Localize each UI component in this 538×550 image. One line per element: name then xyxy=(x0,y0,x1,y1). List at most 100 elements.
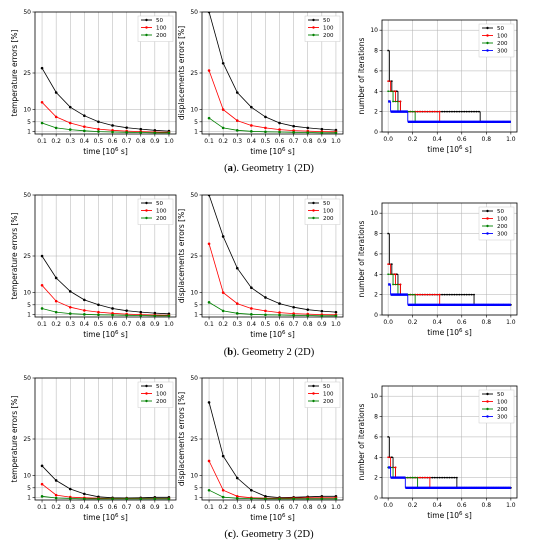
series-line-200 xyxy=(41,122,169,134)
y-tick-label: 5 xyxy=(27,119,31,126)
legend-label-100: 100 xyxy=(323,392,334,398)
x-tick-label: 0.8 xyxy=(303,138,313,145)
y-tick-label: 25 xyxy=(23,70,31,77)
data-point xyxy=(392,100,394,103)
data-point xyxy=(54,310,58,314)
data-point xyxy=(463,293,466,296)
data-point xyxy=(448,293,451,296)
x-tick-label: 0.2 xyxy=(408,502,418,509)
legend-marker xyxy=(486,217,489,220)
x-tick-label: 0.9 xyxy=(317,504,327,511)
x-tick-label: 0.6 xyxy=(108,138,118,145)
x-tick-label: 0.4 xyxy=(80,504,90,511)
legend-marker xyxy=(486,407,489,411)
y-tick-label: 0 xyxy=(374,312,378,319)
x-tick-label: 1.0 xyxy=(506,136,516,143)
data-point xyxy=(392,283,394,286)
x-tick-label: 0.1 xyxy=(37,138,47,145)
legend-label-100: 100 xyxy=(323,209,334,215)
data-point xyxy=(411,476,414,479)
data-point xyxy=(40,464,44,468)
data-point xyxy=(139,131,143,134)
data-point xyxy=(470,110,473,113)
data-point xyxy=(167,314,171,317)
legend-label-200: 200 xyxy=(156,33,167,39)
y-tick-label: 10 xyxy=(23,290,31,297)
x-tick-label: 0.3 xyxy=(232,504,242,511)
data-point xyxy=(97,120,100,124)
legend-label-50: 50 xyxy=(323,201,330,207)
y-tick-label: 10 xyxy=(190,473,198,480)
chart-b-iter: 0.0 0.2 0.4 0.6 0.8 1.0 0 2 4 6 8 10 time [106 s] num… xyxy=(357,202,518,337)
data-point xyxy=(278,313,281,317)
y-tick-label: 5 xyxy=(194,119,198,126)
data-point xyxy=(468,110,471,113)
data-point xyxy=(207,401,211,404)
y-tick-label: 0 xyxy=(374,495,378,502)
legend-label-100: 100 xyxy=(156,392,167,398)
data-point xyxy=(221,126,225,130)
x-tick-label: 0.4 xyxy=(432,136,442,143)
data-point xyxy=(320,497,324,500)
y-tick-label: 25 xyxy=(23,253,31,260)
series-line-100 xyxy=(208,460,336,499)
data-point xyxy=(387,456,390,459)
data-point xyxy=(443,293,446,296)
data-point xyxy=(278,121,281,125)
x-tick-label: 0.5 xyxy=(94,138,104,145)
data-point xyxy=(68,128,72,131)
data-point xyxy=(306,308,310,311)
data-point xyxy=(250,124,253,127)
data-point xyxy=(235,496,239,500)
data-point xyxy=(320,127,324,131)
data-point xyxy=(125,126,128,129)
data-point xyxy=(235,476,239,480)
legend-label-200: 200 xyxy=(323,399,334,405)
x-tick-label: 0.3 xyxy=(232,138,242,145)
chart-c-disp: 0.1 0.2 0.3 0.4 0.5 0.6 0.7 0.8 0.9 1.0 1 5 10 25 50 ti… xyxy=(177,375,344,522)
plot-frame xyxy=(381,19,518,133)
y-axis-label: number of iterations xyxy=(357,403,366,480)
x-tick-label: 1.0 xyxy=(331,138,341,145)
data-area xyxy=(40,464,171,500)
y-tick-label: 4 xyxy=(374,88,378,95)
x-tick-label: 0.6 xyxy=(108,321,118,328)
data-point xyxy=(235,91,239,94)
caption-text: . Geometry 3 (2D) xyxy=(236,529,314,540)
x-tick-label: 0.5 xyxy=(94,321,104,328)
data-point xyxy=(40,121,44,125)
y-tick-label: 10 xyxy=(23,107,31,114)
x-tick-label: 0.7 xyxy=(289,138,299,145)
y-tick-label: 1 xyxy=(27,495,31,502)
legend-marker xyxy=(145,18,148,22)
data-point xyxy=(278,130,281,134)
data-point xyxy=(334,131,338,134)
legend-label-50: 50 xyxy=(156,384,163,390)
data-point xyxy=(207,301,211,304)
data-point xyxy=(97,313,100,317)
data-point xyxy=(455,110,458,113)
data-point xyxy=(387,90,390,93)
x-tick-label: 0.9 xyxy=(150,321,160,328)
data-area xyxy=(387,232,512,307)
x-tick-label: 0.4 xyxy=(432,502,442,509)
series-line-100 xyxy=(41,102,169,133)
figure-caption: (b). Geometry 2 (2D) xyxy=(223,347,315,358)
x-tick-label: 0.6 xyxy=(275,321,285,328)
data-point xyxy=(221,495,225,499)
y-tick-label: 50 xyxy=(190,375,198,382)
data-point xyxy=(264,313,267,317)
data-point xyxy=(460,293,463,296)
data-point xyxy=(387,263,390,265)
x-tick-label: 0.8 xyxy=(136,138,146,145)
data-point xyxy=(54,493,58,497)
data-point xyxy=(139,127,143,131)
data-point xyxy=(292,497,295,500)
x-tick-label: 1.0 xyxy=(331,321,341,328)
data-point xyxy=(68,121,72,125)
legend-marker xyxy=(312,18,315,22)
data-point xyxy=(292,313,295,317)
